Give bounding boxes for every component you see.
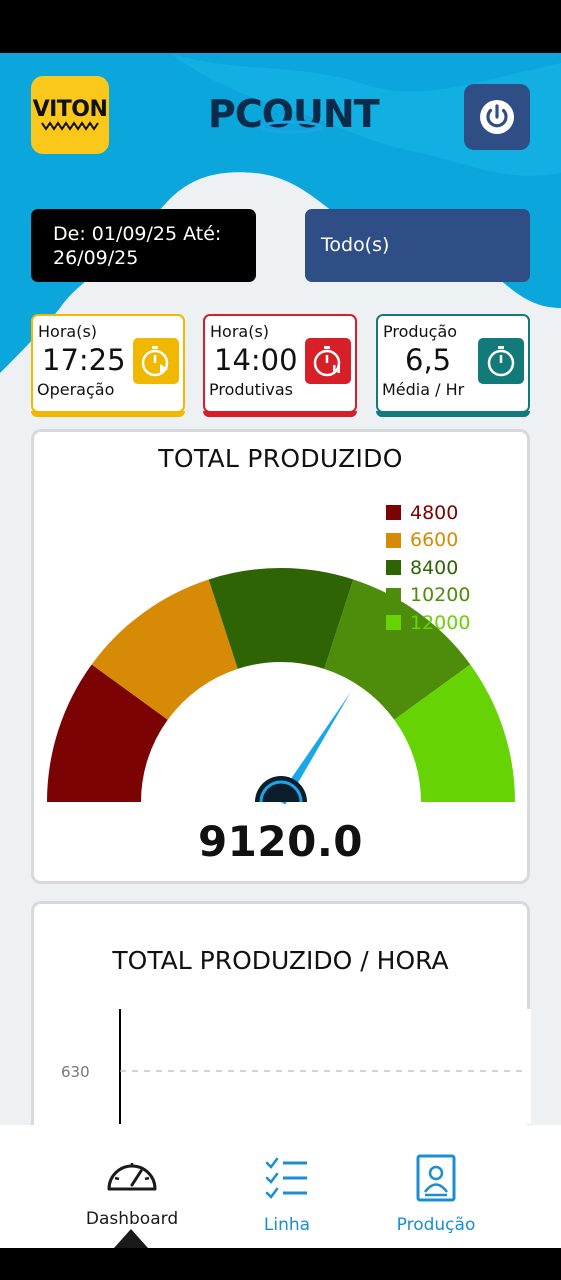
- dashboard-screen: VITON PCOUNT De: 01/09/25 Até: 26/09/25 …: [0, 53, 561, 1125]
- nav-producao[interactable]: Produção: [356, 1125, 516, 1248]
- line-filter-value: Todo(s): [321, 234, 389, 256]
- legend-item: 10200: [386, 582, 470, 610]
- nav-linha[interactable]: Linha: [207, 1125, 367, 1248]
- checklist-icon: [264, 1157, 310, 1201]
- nav-label: Linha: [207, 1215, 367, 1235]
- stat-top-label: Produção: [383, 322, 457, 341]
- gauge-value: 9120.0: [34, 817, 527, 866]
- hourly-production-panel: TOTAL PRODUZIDO / HORA 630: [31, 901, 530, 1125]
- stat-card-productive: Hora(s) 14:00 Produtivas: [203, 314, 357, 413]
- legend-item: 8400: [386, 554, 470, 582]
- legend-label: 12000: [410, 612, 470, 634]
- viton-logo: VITON: [31, 76, 109, 154]
- legend-label: 6600: [410, 529, 458, 551]
- date-range-button[interactable]: De: 01/09/25 Até: 26/09/25: [31, 209, 256, 282]
- nav-label: Produção: [356, 1215, 516, 1235]
- system-navigation-bar: [0, 1248, 561, 1280]
- hourly-chart: 630: [34, 904, 531, 1124]
- dashboard-gauge-icon: [105, 1155, 159, 1195]
- legend-swatch: [386, 615, 401, 630]
- stat-bottom-label: Operação: [37, 380, 114, 399]
- stat-bottom-label: Produtivas: [209, 380, 293, 399]
- stat-top-label: Hora(s): [38, 322, 97, 341]
- stat-value: 14:00: [214, 343, 298, 377]
- timer-play-icon: [133, 338, 179, 384]
- legend-swatch: [386, 560, 401, 575]
- bottom-navigation: Dashboard Linha Produção: [0, 1125, 561, 1248]
- badge-icon: [415, 1153, 457, 1203]
- timer-pause-icon: [305, 338, 351, 384]
- stat-card-average: Produção 6,5 Média / Hr: [376, 314, 530, 413]
- nav-label: Dashboard: [52, 1209, 212, 1229]
- legend-label: 10200: [410, 584, 470, 606]
- legend-swatch: [386, 505, 401, 520]
- stat-value: 17:25: [42, 343, 126, 377]
- stat-card-operation: Hora(s) 17:25 Operação: [31, 314, 185, 413]
- legend-item: 6600: [386, 527, 470, 555]
- gauge-legend: 4800 6600 8400 10200 12000: [386, 499, 470, 637]
- legend-item: 12000: [386, 609, 470, 637]
- line-filter-select[interactable]: Todo(s): [305, 209, 530, 282]
- legend-swatch: [386, 588, 401, 603]
- legend-item: 4800: [386, 499, 470, 527]
- stopwatch-icon: [478, 338, 524, 384]
- y-tick-label: 630: [61, 1063, 90, 1081]
- stat-top-label: Hora(s): [210, 322, 269, 341]
- legend-swatch: [386, 533, 401, 548]
- status-bar: [0, 0, 561, 53]
- viton-zigzag-icon: [40, 121, 100, 131]
- viton-logo-text: VITON: [33, 99, 108, 121]
- stat-bottom-label: Média / Hr: [382, 380, 464, 399]
- pcount-logo: PCOUNT: [205, 89, 385, 143]
- legend-label: 4800: [410, 502, 458, 524]
- stat-value: 6,5: [405, 343, 451, 377]
- pcount-logo-text: PCOUNT: [208, 92, 380, 136]
- total-produced-panel: TOTAL PRODUZIDO 4800 6600 8400 10200 12000 9…: [31, 429, 530, 884]
- date-range-label: De: 01/09/25 Até: 26/09/25: [53, 223, 221, 269]
- legend-label: 8400: [410, 557, 458, 579]
- active-tab-indicator: [114, 1229, 148, 1248]
- power-icon: [477, 97, 517, 137]
- power-button[interactable]: [464, 84, 530, 150]
